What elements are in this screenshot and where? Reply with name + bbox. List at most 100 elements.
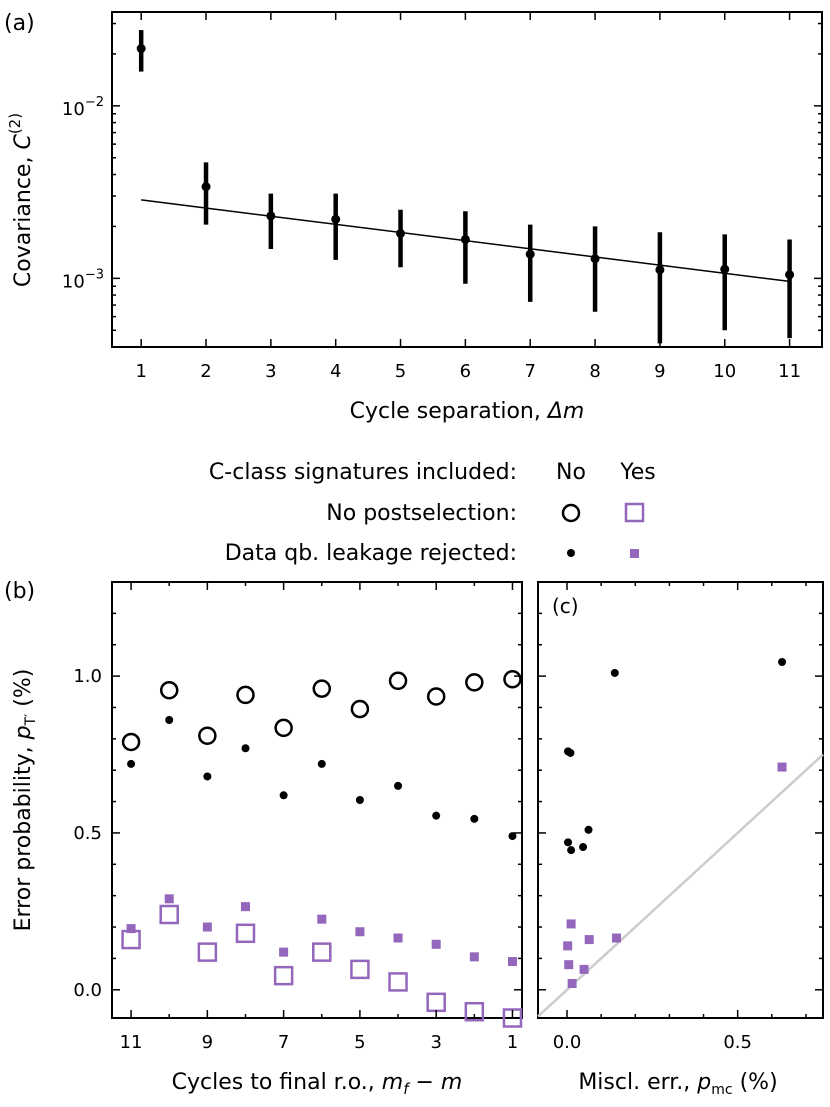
legend-dot-marker bbox=[567, 549, 575, 557]
data-point bbox=[426, 992, 446, 1013]
data-point bbox=[584, 935, 594, 945]
x-tick-label: 3 bbox=[430, 1032, 441, 1053]
data-point bbox=[464, 1001, 485, 1022]
data-point bbox=[579, 964, 589, 974]
x-tick-label: 1 bbox=[507, 1032, 518, 1053]
data-point bbox=[590, 254, 600, 264]
data-point bbox=[240, 902, 250, 912]
data-point bbox=[201, 182, 211, 192]
data-point bbox=[785, 270, 795, 280]
data-point bbox=[388, 972, 408, 992]
data-point bbox=[426, 687, 446, 706]
data-point bbox=[312, 679, 332, 698]
legend-row-leakage-rejected: Data qb. leakage rejected: bbox=[225, 541, 517, 566]
data-point bbox=[126, 924, 136, 934]
data-point bbox=[525, 249, 535, 259]
legend-row-no-postselection: No postselection: bbox=[326, 501, 517, 526]
data-point bbox=[136, 44, 146, 54]
data-point bbox=[279, 791, 288, 800]
data-point bbox=[317, 759, 326, 768]
data-point bbox=[566, 919, 576, 929]
data-point bbox=[503, 669, 522, 689]
legend-col-no: No bbox=[556, 460, 586, 485]
panel-c: (c) 0.0 0.5 Miscl. err., pmc (%) bbox=[537, 581, 824, 1098]
x-tick-label: 2 bbox=[200, 361, 211, 382]
data-point bbox=[164, 894, 174, 904]
y-tick-label: 0.5 bbox=[73, 823, 102, 844]
data-point bbox=[566, 748, 575, 757]
data-point bbox=[388, 671, 408, 691]
errorbars-group bbox=[138, 30, 792, 344]
data-point bbox=[159, 680, 179, 700]
x-tick-label: 6 bbox=[460, 361, 471, 382]
x-tick-label: 5 bbox=[395, 361, 406, 382]
data-point bbox=[655, 265, 665, 275]
legend-open-circle-marker bbox=[561, 503, 581, 523]
data-point bbox=[127, 759, 136, 768]
data-points-group bbox=[136, 44, 795, 280]
ticks-group bbox=[112, 12, 822, 348]
panel-b-x-axis-label: Cycles to final r.o., mf − m bbox=[172, 1070, 463, 1098]
legend-col-yes: Yes bbox=[619, 460, 656, 485]
data-point bbox=[165, 716, 174, 725]
data-point bbox=[393, 933, 403, 943]
data-point bbox=[394, 781, 403, 790]
data-point bbox=[121, 929, 141, 950]
data-point bbox=[567, 846, 576, 855]
y-tick-label: 1.0 bbox=[73, 666, 102, 687]
data-point bbox=[567, 978, 577, 988]
data-point bbox=[612, 933, 622, 943]
panel-c-label: (c) bbox=[552, 594, 579, 618]
data-point bbox=[241, 744, 250, 753]
x-tick-label: 11 bbox=[120, 1032, 143, 1053]
panel-a-label: (a) bbox=[4, 11, 35, 36]
reference-line bbox=[537, 753, 824, 1018]
data-point bbox=[159, 904, 179, 925]
y-tick-label: 0.0 bbox=[73, 980, 102, 1001]
x-tick-label: 8 bbox=[589, 361, 600, 382]
x-tick-label: 10 bbox=[713, 361, 736, 382]
panel-a-y-axis-label: Covariance, C(2) bbox=[6, 113, 36, 287]
legend-open-square-marker bbox=[624, 502, 645, 523]
data-point bbox=[355, 927, 365, 937]
data-point bbox=[563, 941, 573, 951]
data-point bbox=[350, 959, 370, 980]
data-point bbox=[610, 668, 619, 677]
data-point bbox=[564, 838, 573, 847]
legend-header: C-class signatures included: bbox=[209, 460, 517, 485]
data-point bbox=[432, 811, 441, 820]
x-tick-label: 4 bbox=[330, 361, 341, 382]
data-point bbox=[431, 939, 441, 949]
x-tick-label: 11 bbox=[778, 361, 801, 382]
data-point bbox=[778, 657, 787, 666]
y-tick-label: 10−2 bbox=[62, 95, 104, 120]
panel-c-frame bbox=[537, 581, 824, 1019]
data-point bbox=[202, 922, 212, 932]
data-point bbox=[197, 942, 218, 962]
data-point bbox=[235, 923, 256, 944]
legend-small-square-marker bbox=[630, 549, 639, 558]
panel-b-label: (b) bbox=[4, 579, 35, 604]
data-point bbox=[312, 942, 332, 962]
panel-b-frame bbox=[111, 581, 523, 1019]
y-tick-label: 10−3 bbox=[62, 267, 104, 292]
x-tick-label: 3 bbox=[265, 361, 276, 382]
data-point bbox=[203, 772, 212, 781]
data-point bbox=[236, 685, 255, 705]
data-point bbox=[198, 726, 217, 745]
data-point bbox=[507, 957, 517, 967]
x-tick-label: 1 bbox=[135, 361, 146, 382]
data-point bbox=[720, 264, 730, 274]
data-point bbox=[584, 825, 593, 834]
data-point bbox=[274, 718, 293, 738]
x-tick-label: 7 bbox=[278, 1032, 289, 1053]
data-points-group bbox=[121, 669, 523, 1028]
panel-b: (b) 11 9 7 5 3 1 0.0 0.5 1.0 Cycles to f… bbox=[4, 579, 523, 1098]
reference-line-group bbox=[537, 753, 824, 1018]
data-point bbox=[266, 211, 276, 221]
data-point bbox=[355, 796, 364, 804]
data-point bbox=[273, 965, 294, 986]
panel-c-x-axis-label: Miscl. err., pmc (%) bbox=[578, 1070, 777, 1098]
data-point bbox=[564, 960, 574, 970]
